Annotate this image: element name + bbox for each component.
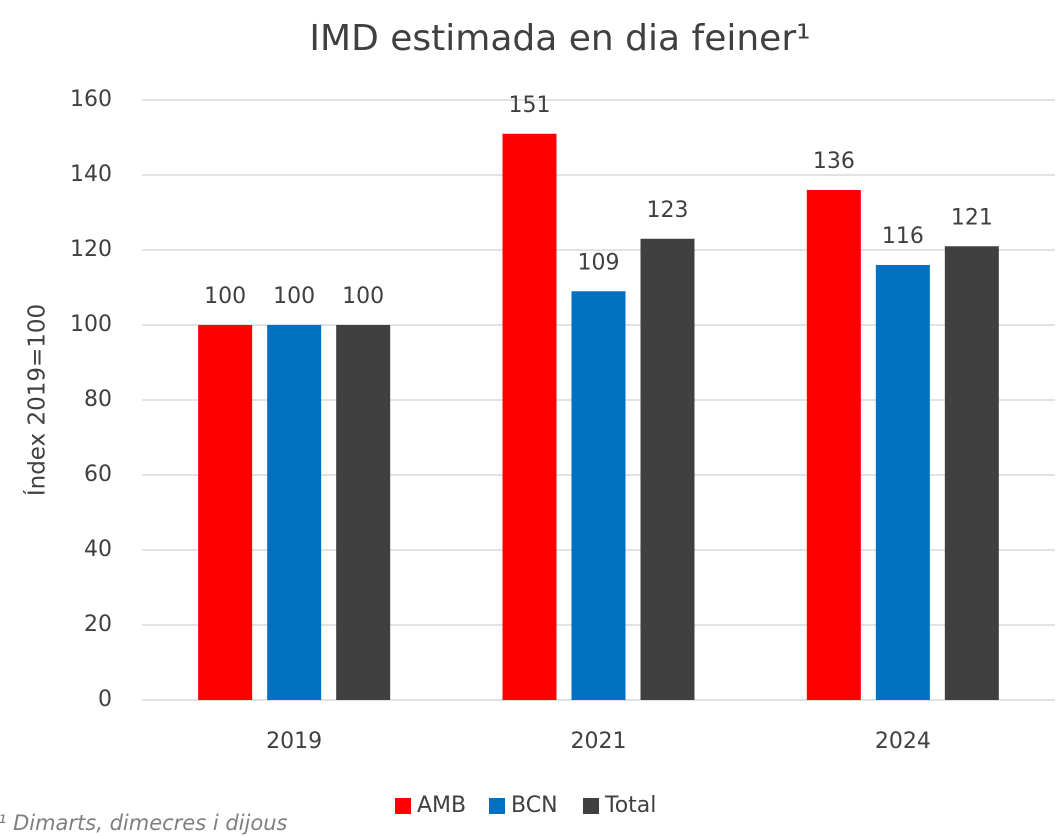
legend-swatch: [583, 798, 599, 814]
data-label: 123: [647, 198, 689, 223]
y-tick-label: 0: [98, 687, 112, 712]
bar: [944, 246, 999, 700]
y-tick-label: 20: [84, 612, 112, 637]
x-tick-label: 2019: [266, 729, 322, 754]
data-label: 116: [882, 224, 924, 249]
data-label: 136: [813, 149, 855, 174]
footnote: ¹ Dimarts, dimecres i dijous: [0, 811, 288, 835]
legend-label: BCN: [511, 793, 558, 818]
y-tick-label: 40: [84, 537, 112, 562]
legend-label: AMB: [417, 793, 466, 818]
bar: [875, 265, 930, 700]
data-label: 100: [273, 284, 315, 309]
y-tick-label: 140: [70, 162, 112, 187]
y-tick-label: 100: [70, 312, 112, 337]
bar: [571, 291, 626, 700]
legend-swatch: [489, 798, 505, 814]
data-label: 121: [951, 205, 993, 230]
x-tick-label: 2021: [571, 729, 627, 754]
y-tick-label: 160: [70, 87, 112, 112]
chart-title: IMD estimada en dia feiner¹: [309, 18, 810, 59]
bar: [502, 133, 557, 700]
legend-swatch: [395, 798, 411, 814]
y-axis-label: Índex 2019=100: [23, 304, 51, 496]
data-label: 100: [204, 284, 246, 309]
legend-label: Total: [604, 793, 656, 818]
bar: [806, 190, 861, 700]
y-tick-label: 60: [84, 462, 112, 487]
y-tick-label: 120: [70, 237, 112, 262]
data-label: 100: [342, 284, 384, 309]
bar: [640, 238, 695, 700]
data-label: 151: [509, 93, 551, 118]
bar: [336, 325, 391, 700]
data-label: 109: [578, 250, 620, 275]
x-tick-label: 2024: [875, 729, 931, 754]
bar: [198, 325, 253, 700]
y-tick-label: 80: [84, 387, 112, 412]
bar: [267, 325, 322, 700]
